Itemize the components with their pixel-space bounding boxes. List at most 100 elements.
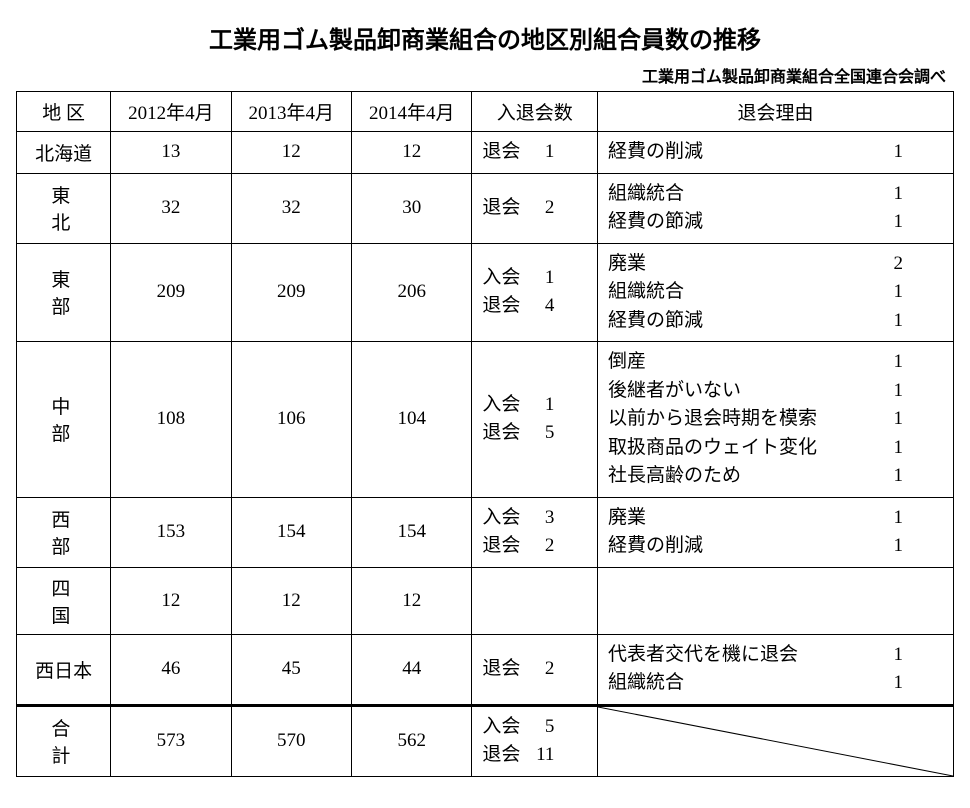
- table-row: 西日本464544 退会2 代表者交代を機に退会1組織統合1: [17, 634, 954, 705]
- num-cell-2014: 30: [352, 173, 472, 243]
- reason-line: 廃業2: [608, 250, 943, 279]
- reason-label: 代表者交代を機に退会: [608, 641, 881, 670]
- change-num: 2: [530, 532, 554, 561]
- reason-line: 経費の節減1: [608, 307, 943, 336]
- diagonal-cell: [598, 705, 954, 776]
- change-label: 退会: [482, 194, 530, 223]
- change-line: 退会2: [482, 655, 587, 684]
- reason-label: 経費の削減: [608, 138, 881, 167]
- reason-cell: 倒産1後継者がいない1以前から退会時期を模索1取扱商品のウェイト変化1社長高齢の…: [598, 342, 954, 498]
- change-cell: 退会2: [472, 634, 598, 705]
- region-cell: 東 北: [17, 173, 111, 243]
- reason-line: 以前から退会時期を模索1: [608, 405, 943, 434]
- change-num: 5: [530, 713, 554, 742]
- page-subtitle: 工業用ゴム製品卸商業組合全国連合会調べ: [16, 63, 954, 87]
- table-body: 北海道131212退会1経費の削減1東 北323230退会2組織統合1経費の節減…: [17, 132, 954, 777]
- table-header-row: 地 区 2012年4月 2013年4月 2014年4月 入退会数 退会理由: [17, 92, 954, 132]
- num-cell-2013: 12: [231, 567, 351, 634]
- change-cell: 入会1退会4: [472, 243, 598, 342]
- membership-table: 地 区 2012年4月 2013年4月 2014年4月 入退会数 退会理由 北海…: [16, 91, 954, 777]
- change-label: 退会: [482, 741, 530, 770]
- change-line: 入会1: [482, 264, 587, 293]
- change-label: 退会: [482, 292, 530, 321]
- num-cell-2013: 209: [231, 243, 351, 342]
- reason-cell: [598, 567, 954, 634]
- reason-line: 倒産1: [608, 348, 943, 377]
- reason-num: 1: [882, 532, 944, 561]
- change-line: 退会2: [482, 194, 587, 223]
- reason-cell: 代表者交代を機に退会1組織統合1: [598, 634, 954, 705]
- num-cell-2014: 44: [352, 634, 472, 705]
- num-cell-2012: 12: [111, 567, 231, 634]
- region-cell: 西日本: [17, 634, 111, 705]
- num-cell-2012: 153: [111, 497, 231, 567]
- num-cell-2013: 12: [231, 132, 351, 174]
- change-num: 1: [530, 264, 554, 293]
- change-cell-total: 入会5退会11: [472, 705, 598, 776]
- reason-label: 後継者がいない: [608, 377, 881, 406]
- change-line: 入会1: [482, 391, 587, 420]
- change-label: 入会: [482, 713, 530, 742]
- change-cell: 退会1: [472, 132, 598, 174]
- reason-label: 組織統合: [608, 669, 881, 698]
- reason-line: 代表者交代を機に退会1: [608, 641, 943, 670]
- col-header-reason: 退会理由: [598, 92, 954, 132]
- table-row: 四 国121212: [17, 567, 954, 634]
- diagonal-line-icon: [598, 707, 953, 776]
- change-line: 退会4: [482, 292, 587, 321]
- reason-label: 組織統合: [608, 180, 881, 209]
- change-label: 入会: [482, 391, 530, 420]
- reason-line: 後継者がいない1: [608, 377, 943, 406]
- change-cell: 入会3退会2: [472, 497, 598, 567]
- reason-label: 廃業: [608, 504, 881, 533]
- num-cell-2012: 13: [111, 132, 231, 174]
- table-row: 東 北323230退会2組織統合1経費の節減1: [17, 173, 954, 243]
- change-line: 退会5: [482, 419, 587, 448]
- region-cell: 北海道: [17, 132, 111, 174]
- change-label: 退会: [482, 138, 530, 167]
- change-num: 3: [530, 504, 554, 533]
- num-cell-2012: 108: [111, 342, 231, 498]
- reason-label: 廃業: [608, 250, 881, 279]
- table-row: 中 部108106104入会1退会5倒産1後継者がいない1以前から退会時期を模索…: [17, 342, 954, 498]
- table-row: 東 部209209206入会1退会4廃業2組織統合1経費の節減1: [17, 243, 954, 342]
- num-cell-2013: 45: [231, 634, 351, 705]
- reason-num: 1: [882, 434, 944, 463]
- num-cell-2014: 206: [352, 243, 472, 342]
- num-cell-2012: 46: [111, 634, 231, 705]
- reason-line: 取扱商品のウェイト変化1: [608, 434, 943, 463]
- page-title: 工業用ゴム製品卸商業組合の地区別組合員数の推移: [16, 20, 954, 55]
- reason-num: 1: [882, 180, 944, 209]
- reason-label: 社長高齢のため: [608, 462, 881, 491]
- col-header-2013: 2013年4月: [231, 92, 351, 132]
- reason-label: 取扱商品のウェイト変化: [608, 434, 881, 463]
- reason-label: 経費の節減: [608, 307, 881, 336]
- num-cell-2012: 32: [111, 173, 231, 243]
- change-num: 2: [530, 194, 554, 223]
- change-label: 入会: [482, 264, 530, 293]
- reason-line: 経費の節減1: [608, 208, 943, 237]
- change-line: 入会3: [482, 504, 587, 533]
- reason-num: 1: [882, 138, 944, 167]
- reason-num: 1: [882, 208, 944, 237]
- reason-label: 組織統合: [608, 278, 881, 307]
- reason-num: 1: [882, 377, 944, 406]
- reason-label: 経費の節減: [608, 208, 881, 237]
- reason-num: 1: [882, 504, 944, 533]
- region-cell: 西 部: [17, 497, 111, 567]
- reason-line: 社長高齢のため1: [608, 462, 943, 491]
- col-header-2012: 2012年4月: [111, 92, 231, 132]
- num-cell-2013: 154: [231, 497, 351, 567]
- col-header-2014: 2014年4月: [352, 92, 472, 132]
- reason-cell: 廃業2組織統合1経費の節減1: [598, 243, 954, 342]
- reason-cell: 廃業1経費の削減1: [598, 497, 954, 567]
- change-num: 4: [530, 292, 554, 321]
- change-num: 1: [530, 138, 554, 167]
- num-cell-2012-total: 573: [111, 705, 231, 776]
- reason-line: 経費の削減1: [608, 532, 943, 561]
- reason-line: 組織統合1: [608, 278, 943, 307]
- change-num: 5: [530, 419, 554, 448]
- change-label: 退会: [482, 532, 530, 561]
- region-cell: 東 部: [17, 243, 111, 342]
- region-cell-total: 合 計: [17, 705, 111, 776]
